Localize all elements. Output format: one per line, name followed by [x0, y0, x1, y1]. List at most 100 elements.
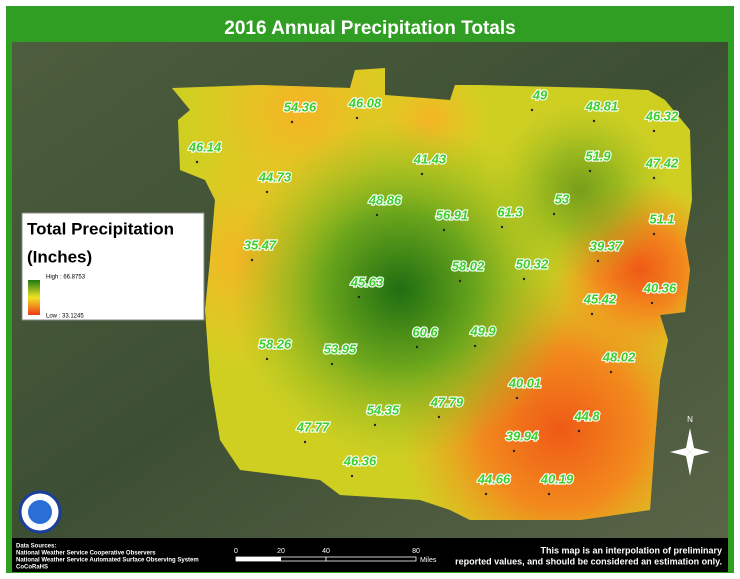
station-dot — [484, 492, 488, 496]
station-dot — [609, 370, 613, 374]
station-dot — [195, 160, 199, 164]
station-label: 61.3 — [497, 204, 523, 219]
scale-tick: 80 — [412, 548, 420, 555]
station-label: 40.36 — [643, 280, 677, 295]
legend-ramp — [28, 280, 40, 315]
scale-unit: Miles — [420, 557, 437, 564]
station-dot — [290, 120, 294, 124]
station-dot — [442, 228, 446, 232]
station-dot — [265, 357, 269, 361]
legend-high: High : 66.8753 — [46, 275, 86, 281]
north-arrow: N — [670, 415, 710, 476]
station-dot — [588, 169, 592, 173]
station-label: 44.73 — [258, 169, 292, 184]
disclaimer-line: This map is an interpolation of prelimin… — [540, 545, 722, 555]
station-label: 60.6 — [412, 324, 438, 339]
station-dot — [375, 213, 379, 217]
title-bar — [12, 12, 728, 42]
station-label: 46.08 — [348, 95, 382, 110]
legend-box — [21, 212, 205, 321]
station-dot — [458, 279, 462, 283]
station-label: 48.02 — [602, 349, 636, 364]
station-dot — [530, 108, 534, 112]
station-label: 47.77 — [296, 419, 330, 434]
station-label: 40.19 — [540, 471, 574, 486]
station-dot — [357, 295, 361, 299]
station-dot — [596, 259, 600, 263]
station-label: 49.9 — [469, 323, 496, 338]
source-line: National Weather Service Cooperative Obs… — [16, 551, 156, 557]
station-dot — [265, 190, 269, 194]
station-label: 44.8 — [573, 408, 600, 423]
footer-bar — [12, 538, 728, 572]
station-dot — [420, 172, 424, 176]
station-label: 48.81 — [585, 98, 619, 113]
station-label: 48.86 — [368, 192, 402, 207]
station-label: 51.1 — [649, 211, 674, 226]
legend-low: Low : 33.1245 — [46, 314, 84, 320]
station-label: 51.9 — [585, 148, 611, 163]
station-label: 35.47 — [244, 237, 277, 252]
scale-tick: 20 — [277, 548, 285, 555]
source-line: Data Sources: — [16, 544, 56, 550]
scale-bar — [235, 556, 417, 562]
station-dot — [522, 277, 526, 281]
title: 2016 Annual Precipitation Totals — [224, 18, 515, 39]
station-label: 46.36 — [343, 453, 377, 468]
station-label: 46.14 — [188, 139, 222, 154]
source-line: National Weather Service Automated Surfa… — [16, 558, 199, 564]
station-dot — [652, 176, 656, 180]
station-dot — [303, 440, 307, 444]
data-sources: Data Sources:National Weather Service Co… — [16, 544, 199, 571]
station-dot — [373, 423, 377, 427]
station-dot — [355, 116, 359, 120]
station-label: 47.79 — [430, 394, 464, 409]
station-label: 53.95 — [324, 341, 357, 356]
station-label: 46.32 — [645, 108, 679, 123]
station-dot — [650, 301, 654, 305]
station-dot — [415, 345, 419, 349]
station-label: 54.35 — [367, 402, 400, 417]
station-label: 50.32 — [516, 256, 549, 271]
station-dot — [590, 312, 594, 316]
station-dot — [437, 415, 441, 419]
station-dot — [512, 449, 516, 453]
scale-tick: 0 — [234, 548, 238, 555]
station-dot — [350, 474, 354, 478]
station-label: 53 — [555, 191, 570, 206]
station-dot — [552, 212, 556, 216]
disclaimer-line: reported values, and should be considere… — [455, 556, 722, 566]
legend-unit: (Inches) — [27, 247, 92, 266]
station-label: 58.02 — [452, 258, 485, 273]
station-dot — [473, 344, 477, 348]
station-label: 54.36 — [284, 99, 317, 114]
station-label: 45.42 — [583, 291, 617, 306]
disclaimer: This map is an interpolation of prelimin… — [455, 545, 722, 566]
station-label: 47.42 — [645, 155, 679, 170]
station-label: 49 — [532, 87, 548, 102]
source-line: CoCoRaHS — [16, 565, 48, 571]
station-label: 56.91 — [436, 207, 469, 222]
station-dot — [652, 129, 656, 133]
station-dot — [515, 396, 519, 400]
station-dot — [547, 492, 551, 496]
station-dot — [652, 232, 656, 236]
station-label: 41.43 — [413, 151, 447, 166]
station-label: 44.66 — [477, 471, 511, 486]
station-dot — [500, 225, 504, 229]
station-dot — [592, 119, 596, 123]
nws-logo — [18, 490, 62, 534]
station-label: 39.94 — [506, 428, 539, 443]
station-label: 39.37 — [590, 238, 623, 253]
station-dot — [577, 429, 581, 433]
station-label: 40.01 — [508, 375, 542, 390]
station-label: 58.26 — [259, 336, 292, 351]
station-dot — [250, 258, 254, 262]
station-labels: 54.36 46.08 49 48.81 46.32 46.14 51.9 47.42 41.4… — [187, 86, 680, 496]
legend-title: Total Precipitation — [27, 219, 174, 238]
scale-tick: 40 — [322, 548, 330, 555]
svg-text:N: N — [687, 415, 693, 424]
station-label: 45.63 — [350, 274, 384, 289]
